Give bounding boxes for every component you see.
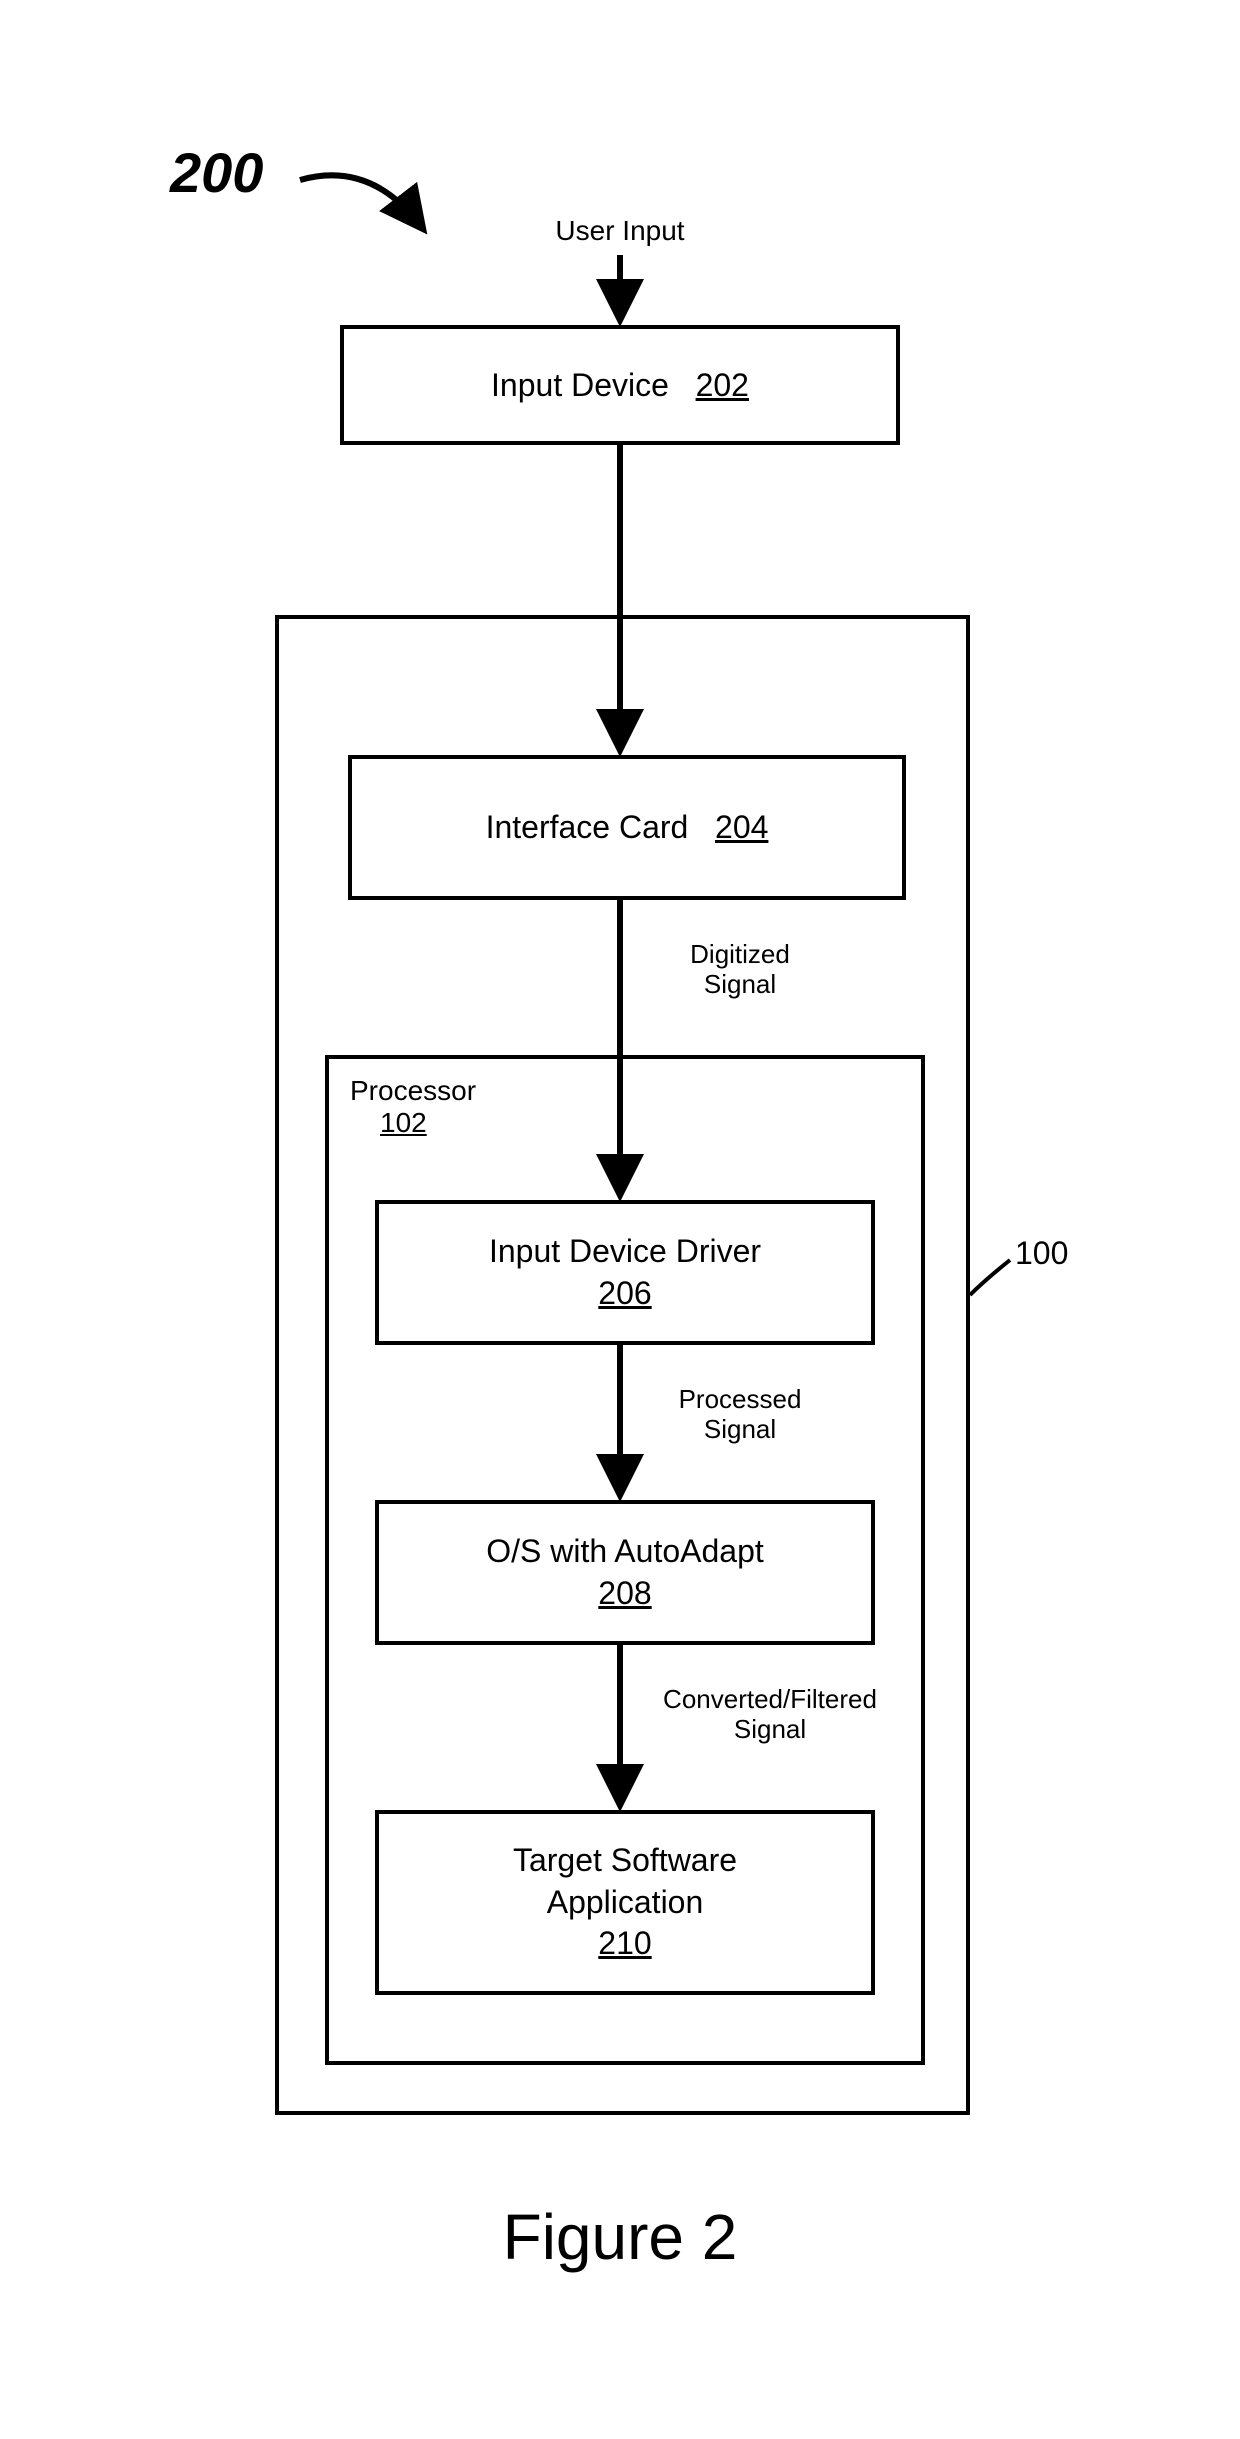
converted-signal-label: Converted/Filtered Signal [640, 1685, 900, 1745]
processed-signal-label: Processed Signal [640, 1385, 840, 1445]
input-driver-title: Input Device Driver [489, 1233, 761, 1269]
ref-100-label: 100 [1015, 1235, 1068, 1272]
interface-card-title: Interface Card [486, 809, 689, 845]
target-app-box: Target Software Application 210 [375, 1810, 875, 1995]
input-device-ref: 202 [696, 367, 749, 403]
diagram-canvas: 200 User Input Input Device 202 Interfac… [0, 0, 1240, 2439]
input-device-box: Input Device 202 [340, 325, 900, 445]
target-app-ref: 210 [598, 1925, 651, 1961]
interface-card-box: Interface Card 204 [348, 755, 906, 900]
user-input-label: User Input [520, 215, 720, 247]
figure-caption: Figure 2 [0, 2200, 1240, 2274]
os-ref: 208 [598, 1575, 651, 1611]
os-autoadapt-box: O/S with AutoAdapt 208 [375, 1500, 875, 1645]
input-driver-ref: 206 [598, 1275, 651, 1311]
interface-card-ref: 204 [715, 809, 768, 845]
target-app-line2: Application [547, 1884, 704, 1920]
figure-number: 200 [170, 140, 263, 205]
input-device-title: Input Device [491, 367, 669, 403]
os-title: O/S with AutoAdapt [486, 1533, 764, 1569]
target-app-line1: Target Software [513, 1842, 737, 1878]
input-driver-box: Input Device Driver 206 [375, 1200, 875, 1345]
processor-label: Processor 102 [350, 1075, 476, 1139]
digitized-signal-label: Digitized Signal [640, 940, 840, 1000]
